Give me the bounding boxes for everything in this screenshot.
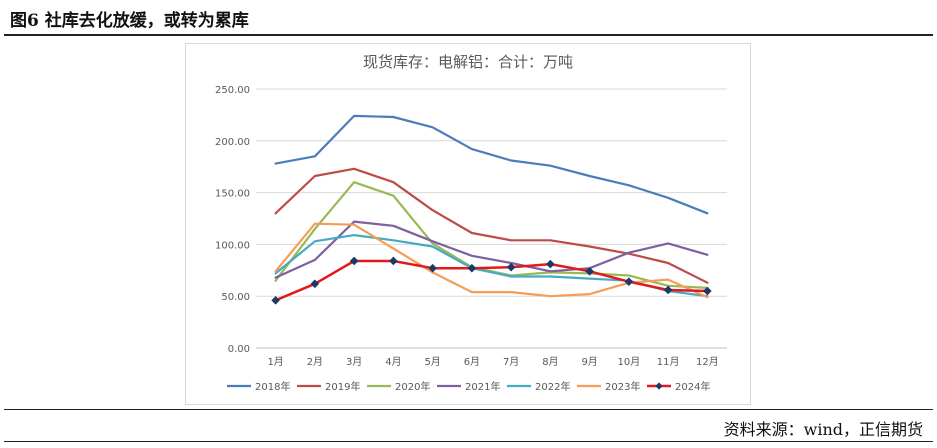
legend-item: 2023年: [577, 380, 640, 393]
legend-label: 2021年: [465, 380, 500, 393]
data-point: [506, 262, 516, 272]
legend-item: 2018年: [227, 380, 290, 393]
series-line: [274, 220, 709, 279]
legend-item: 2019年: [297, 380, 360, 393]
x-tick-label: 2月: [307, 356, 323, 368]
data-point: [389, 256, 398, 266]
x-tick-label: 8月: [542, 356, 558, 368]
y-tick-label: 50.00: [221, 292, 250, 303]
legend-label: 2020年: [395, 380, 430, 393]
data-point: [546, 259, 555, 269]
x-tick-label: 9月: [581, 356, 597, 368]
x-tick-label: 7月: [503, 356, 519, 368]
legend-label: 2023年: [605, 380, 640, 393]
y-tick-label: 150.00: [215, 189, 250, 200]
line-chart: 现货库存：电解铝：合计：万吨 0.00 50.00 100.00 150.00 200.…: [215, 53, 727, 393]
figure-title: 图6 社库去化放缓，或转为累库: [10, 11, 249, 31]
chart-frame: 现货库存：电解铝：合计：万吨 0.00 50.00 100.00 150.00 200.…: [185, 43, 751, 405]
series-2021年: [274, 220, 709, 279]
series-2019年: [274, 167, 709, 284]
legend-item: 2021年: [437, 380, 500, 393]
x-tick-label: 3月: [346, 356, 362, 368]
data-point: [467, 263, 477, 273]
data-point: [271, 296, 280, 305]
y-tick-label: 0.00: [228, 344, 250, 355]
data-point: [585, 267, 594, 276]
series-line: [274, 114, 709, 215]
chart-title: 现货库存：电解铝：合计：万吨: [363, 53, 573, 71]
x-tick-label: 6月: [464, 356, 480, 368]
legend-label: 2018年: [255, 380, 290, 393]
x-tick-label: 11月: [657, 356, 680, 368]
data-point: [703, 286, 712, 296]
series-2018年: [274, 114, 709, 215]
legend-item: 2024年: [647, 380, 710, 393]
data-point: [624, 277, 634, 287]
y-tick-label: 250.00: [215, 85, 250, 96]
x-tick-label: 1月: [267, 356, 283, 368]
source-rule: [4, 409, 933, 410]
legend-label: 2019年: [325, 380, 360, 393]
data-point: [349, 256, 359, 266]
x-tick-label: 5月: [424, 356, 440, 368]
legend-label: 2022年: [535, 380, 570, 393]
bottom-rule: [4, 441, 933, 442]
series-2024年: [271, 256, 712, 305]
y-tick-label: 100.00: [215, 240, 250, 251]
top-rule: [4, 34, 933, 36]
source-note: 资料来源：wind，正信期货: [723, 420, 923, 439]
data-point: [310, 279, 320, 289]
x-tick-label: 10月: [618, 356, 641, 368]
legend-label: 2024年: [675, 380, 710, 393]
legend-item: 2020年: [367, 380, 430, 393]
series-line: [274, 167, 709, 284]
series-line: [274, 259, 709, 302]
data-point: [428, 263, 437, 273]
x-tick-label: 12月: [696, 356, 719, 368]
legend-item: 2022年: [507, 380, 570, 393]
x-tick-label: 4月: [385, 356, 401, 368]
legend-marker: [655, 382, 663, 390]
data-point: [663, 285, 673, 295]
y-tick-label: 200.00: [215, 137, 250, 148]
